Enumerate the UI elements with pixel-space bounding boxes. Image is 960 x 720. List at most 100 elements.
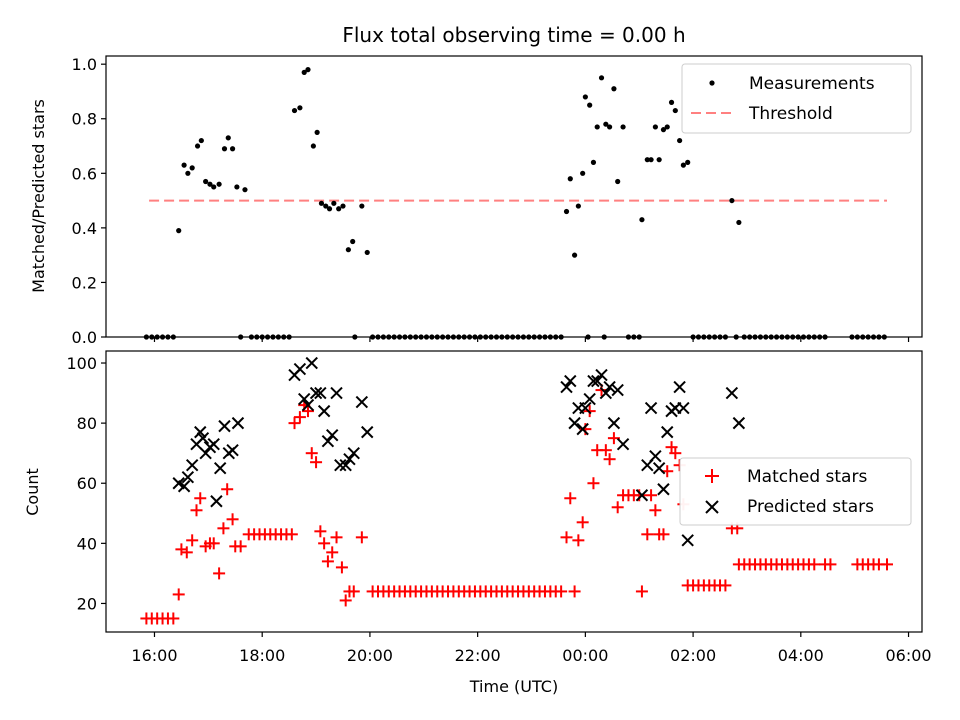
matched-star-point bbox=[335, 561, 348, 574]
matched-star-point bbox=[310, 456, 323, 469]
predicted-star-point bbox=[616, 437, 630, 451]
bottom-plot-frame bbox=[105, 350, 923, 633]
predicted-star-point bbox=[321, 434, 335, 448]
matched-star-point bbox=[207, 537, 220, 550]
matched-star-point bbox=[213, 567, 226, 580]
predicted-star-point bbox=[599, 386, 613, 400]
measurement-point bbox=[340, 203, 346, 209]
predicted-stars-series bbox=[172, 356, 746, 547]
bottom-x-axis-label: Time (UTC) bbox=[469, 677, 558, 696]
measurement-point bbox=[331, 200, 337, 206]
measurement-point bbox=[194, 143, 201, 149]
measurement-point bbox=[345, 247, 351, 253]
legend-predicted-marker bbox=[705, 500, 719, 514]
matched-star-point bbox=[560, 531, 573, 544]
matched-star-point bbox=[221, 483, 234, 496]
measurement-point bbox=[571, 252, 578, 258]
top-y-tick-label: 0.6 bbox=[72, 164, 97, 183]
predicted-star-point bbox=[587, 374, 600, 388]
matched-star-point bbox=[355, 531, 368, 544]
bottom-legend-box bbox=[679, 457, 912, 526]
bottom-x-tick-label: 18:00 bbox=[239, 646, 285, 665]
matched-star-point bbox=[641, 528, 654, 541]
matched-star-point bbox=[301, 405, 314, 418]
measurement-point bbox=[225, 135, 231, 141]
matched-star-point bbox=[234, 540, 247, 553]
legend-predicted-label: Predicted stars bbox=[747, 497, 874, 517]
top-y-tick-label: 0.0 bbox=[72, 328, 97, 347]
predicted-star-point bbox=[576, 422, 589, 436]
bottom-x-tick-label: 16:00 bbox=[131, 646, 177, 665]
matched-star-point bbox=[645, 489, 658, 502]
measurement-point bbox=[350, 238, 356, 245]
predicted-star-point bbox=[560, 380, 573, 394]
matched-star-point bbox=[635, 585, 648, 598]
measurement-point bbox=[668, 99, 675, 105]
matched-star-point bbox=[285, 528, 298, 541]
top-legend-box bbox=[681, 63, 912, 134]
predicted-star-point bbox=[343, 452, 356, 466]
measurement-point bbox=[594, 124, 600, 130]
matched-star-point bbox=[175, 543, 188, 556]
predicted-star-point bbox=[298, 392, 311, 406]
matched-stars-series bbox=[140, 384, 893, 625]
predicted-star-point bbox=[603, 380, 616, 394]
matched-star-point bbox=[339, 594, 352, 607]
predicted-star-point bbox=[649, 449, 662, 463]
top-panel: 0.0 0.2 0.4 0.6 0.8 1.0 Matched/Predicted sta… bbox=[29, 55, 923, 347]
matched-star-point bbox=[587, 477, 600, 490]
matched-star-point bbox=[603, 453, 616, 466]
measurement-point bbox=[216, 181, 222, 187]
matched-star-point bbox=[657, 528, 670, 541]
measurement-point bbox=[229, 146, 236, 152]
measurement-point bbox=[207, 181, 213, 187]
matched-star-point bbox=[599, 444, 612, 457]
legend-measurements-marker bbox=[709, 80, 715, 86]
predicted-star-point bbox=[355, 395, 369, 409]
predicted-star-point bbox=[361, 425, 374, 439]
bottom-legend: Matched stars Predicted stars bbox=[679, 457, 912, 526]
predicted-star-point bbox=[579, 401, 592, 415]
predicted-star-point bbox=[564, 374, 577, 388]
measurement-point bbox=[611, 86, 617, 92]
predicted-star-point bbox=[595, 368, 608, 382]
predicted-star-point bbox=[347, 446, 360, 460]
predicted-star-point bbox=[177, 480, 191, 493]
matched-star-point bbox=[347, 585, 360, 598]
bottom-x-tick-label: 04:00 bbox=[778, 646, 824, 665]
top-plot-frame bbox=[105, 55, 923, 338]
measurement-point bbox=[672, 107, 678, 114]
measurement-point bbox=[580, 170, 586, 176]
top-legend: Measurements Threshold bbox=[681, 63, 912, 134]
predicted-star-point bbox=[681, 534, 694, 547]
bottom-y-tick-label: 20 bbox=[77, 594, 97, 613]
measurement-point bbox=[639, 217, 645, 223]
matched-star-point bbox=[572, 534, 585, 547]
measurement-point bbox=[590, 159, 597, 165]
bottom-x-axis: 16:00 18:00 20:00 22:00 00:00 02:00 04:00 06:00 bbox=[131, 632, 932, 665]
bottom-x-tick-label: 22:00 bbox=[455, 646, 501, 665]
predicted-star-point bbox=[673, 380, 686, 394]
predicted-star-point bbox=[301, 398, 315, 412]
bottom-y-axis: 20 40 60 80 100 bbox=[66, 354, 106, 613]
top-y-axis-label: Matched/Predicted stars bbox=[29, 99, 48, 293]
measurement-point bbox=[336, 206, 342, 212]
matched-star-point bbox=[649, 504, 662, 517]
predicted-star-point bbox=[652, 462, 666, 475]
measurement-point bbox=[314, 129, 320, 135]
predicted-star-point bbox=[326, 428, 339, 442]
measurement-point bbox=[736, 219, 742, 226]
measurement-point bbox=[305, 67, 311, 73]
measurement-point bbox=[189, 165, 195, 171]
measurement-point bbox=[677, 137, 683, 144]
measurement-point bbox=[242, 187, 248, 193]
matched-star-point bbox=[326, 546, 339, 559]
matched-star-point bbox=[824, 558, 837, 571]
top-y-tick-label: 1.0 bbox=[72, 55, 97, 74]
measurement-point bbox=[685, 159, 691, 165]
predicted-star-point bbox=[644, 401, 658, 415]
bottom-x-tick-label: 02:00 bbox=[670, 646, 716, 665]
measurement-point bbox=[211, 184, 217, 190]
legend-measurements-label: Measurements bbox=[749, 74, 875, 94]
